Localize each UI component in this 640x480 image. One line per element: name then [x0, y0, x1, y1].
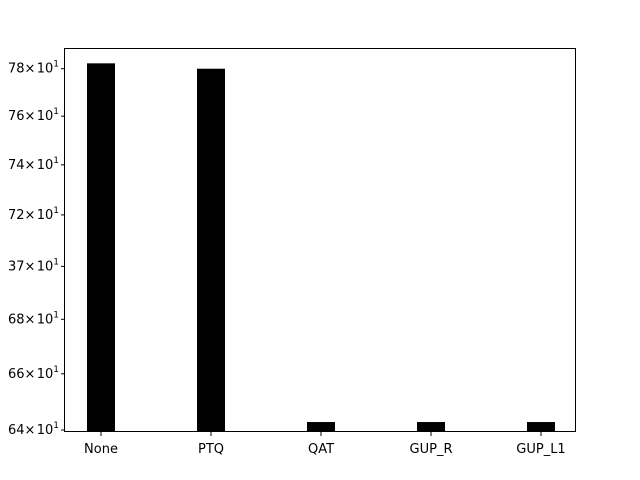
y-tick-label-exponent: 1 — [53, 156, 59, 166]
x-tick-label: None — [84, 442, 118, 457]
y-tick-label-prefix: 68 — [8, 312, 25, 327]
bar-gup-l1 — [527, 422, 555, 432]
bar-ptq — [197, 68, 225, 432]
y-tick-label-times-ten: × 10 — [25, 312, 54, 327]
y-tick-label-prefix: 64 — [8, 423, 25, 438]
y-tick-label: 68× 101 — [8, 310, 59, 327]
y-tick-label-prefix: 72 — [8, 208, 25, 223]
y-tick-label-exponent: 1 — [53, 60, 59, 70]
bars-group — [87, 63, 555, 433]
y-tick-label-times-ten: × 10 — [25, 109, 54, 124]
x-tick-label: PTQ — [198, 442, 224, 457]
y-tick-label: 76× 101 — [8, 107, 59, 124]
y-tick-label-exponent: 1 — [53, 107, 59, 117]
y-tick-label: 64× 101 — [8, 421, 59, 438]
plot-frame — [64, 48, 576, 432]
y-tick-label: 66× 101 — [8, 365, 59, 382]
y-tick-label: 74× 101 — [8, 156, 59, 173]
y-tick-label-times-ten: × 10 — [25, 208, 54, 223]
x-tick-label: QAT — [308, 442, 334, 457]
y-tick-label-exponent: 1 — [53, 257, 59, 267]
y-tick-label-times-ten: × 10 — [25, 367, 54, 382]
y-tick-label: 37× 101 — [8, 257, 59, 274]
y-tick-label-times-ten: × 10 — [25, 158, 54, 173]
bar-none — [87, 63, 115, 433]
y-tick-label-prefix: 37 — [8, 259, 25, 274]
y-tick-label-exponent: 1 — [53, 365, 59, 375]
bar-qat — [307, 422, 335, 432]
x-tick-label: GUP_L1 — [516, 442, 565, 457]
y-tick-label-prefix: 78 — [8, 62, 25, 77]
y-tick-label: 78× 101 — [8, 60, 59, 77]
bar-gup-r — [417, 422, 445, 432]
y-tick-label-prefix: 74 — [8, 158, 25, 173]
y-tick-label-exponent: 1 — [53, 206, 59, 216]
x-tick-label: GUP_R — [410, 442, 453, 457]
y-tick-label: 72× 101 — [8, 206, 59, 223]
x-axis: None PTQ QAT GUP_R GUP_L1 — [84, 432, 566, 457]
y-tick-label-prefix: 76 — [8, 109, 25, 124]
y-tick-label-times-ten: × 10 — [25, 62, 54, 77]
y-tick-label-times-ten: × 10 — [25, 423, 54, 438]
y-tick-label-exponent: 1 — [53, 421, 59, 431]
y-tick-label-exponent: 1 — [53, 310, 59, 320]
y-tick-label-times-ten: × 10 — [25, 259, 54, 274]
y-tick-label-prefix: 66 — [8, 367, 25, 382]
